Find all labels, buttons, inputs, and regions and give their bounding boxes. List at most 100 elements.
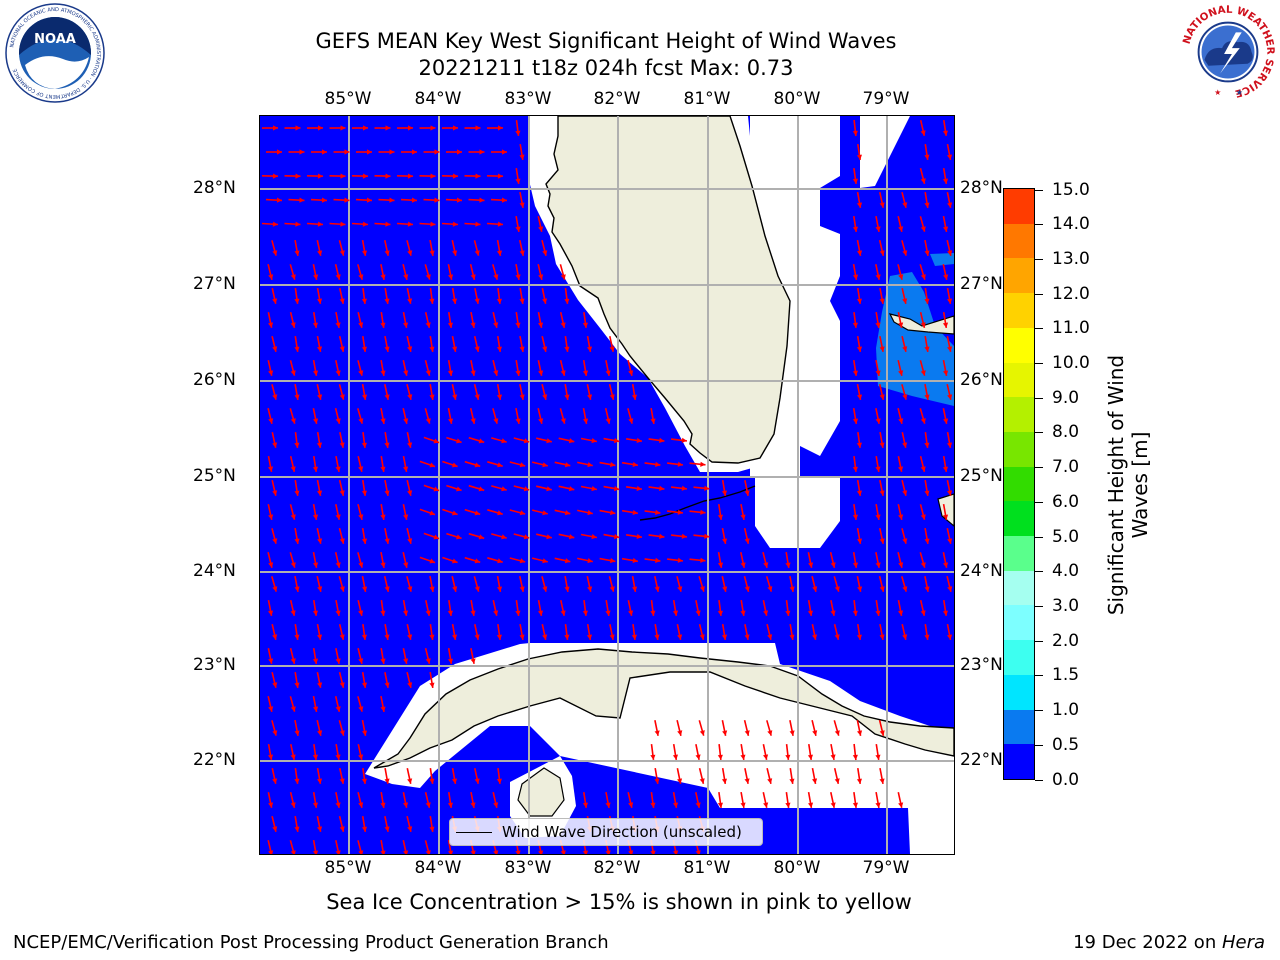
- wind-wave-arrowhead: [474, 394, 480, 400]
- wind-wave-arrowhead: [362, 250, 368, 256]
- wind-wave-arrowhead: [448, 274, 454, 280]
- wind-wave-arrowhead: [447, 322, 453, 328]
- wind-wave-arrowhead: [358, 370, 364, 376]
- wind-wave-arrowhead: [272, 490, 278, 496]
- wind-wave-arrowhead: [290, 370, 296, 376]
- wind-wave-arrowhead: [380, 274, 386, 280]
- wind-wave-arrowhead: [425, 322, 431, 328]
- wind-wave-arrowhead: [875, 562, 881, 568]
- wind-wave-arrowhead: [403, 466, 409, 472]
- wind-wave-arrowhead: [902, 490, 908, 496]
- wind-wave-arrowhead: [403, 610, 409, 616]
- wind-wave-arrowhead: [361, 538, 368, 544]
- lat-label-right: 25°N: [960, 466, 1003, 486]
- wind-wave-arrowhead: [290, 802, 296, 808]
- wind-wave-arrowhead: [294, 778, 300, 784]
- wind-wave-arrowhead: [879, 250, 885, 256]
- wind-wave-arrowhead: [276, 197, 282, 203]
- wind-wave-arrowhead: [568, 534, 575, 540]
- wind-wave-arrowhead: [363, 125, 368, 131]
- wind-wave-arrowhead: [493, 610, 499, 616]
- wind-wave-arrowhead: [447, 802, 453, 808]
- wind-wave-arrowhead: [852, 418, 859, 424]
- wind-wave-arrowhead: [335, 418, 341, 424]
- footer-credit: NCEP/EMC/Verification Post Processing Pr…: [13, 932, 609, 953]
- footer-date: 19 Dec 2022 on Hera: [1073, 932, 1265, 953]
- wind-wave-arrowhead: [875, 802, 881, 808]
- wind-wave-arrowhead: [380, 418, 386, 424]
- wind-wave-arrowhead: [496, 778, 502, 784]
- wind-wave-arrowhead: [722, 538, 728, 544]
- wind-wave-arrowhead: [452, 510, 458, 516]
- lat-label-left: 24°N: [193, 561, 236, 581]
- wind-wave-arrowhead: [605, 850, 611, 854]
- wind-wave-arrowhead: [290, 514, 296, 520]
- wind-wave-arrowhead: [317, 394, 323, 400]
- wind-wave-arrowhead: [673, 850, 679, 854]
- wind-wave-arrowhead: [313, 706, 319, 712]
- wind-wave-arrowhead: [898, 466, 904, 472]
- lon-label-top: 85°W: [324, 89, 372, 109]
- map-canvas: [260, 116, 954, 854]
- wind-wave-arrowhead: [898, 322, 904, 328]
- lon-label-bottom: 82°W: [593, 858, 641, 878]
- wind-wave-arrowhead: [582, 802, 588, 808]
- wind-wave-arrowhead: [519, 154, 525, 160]
- colorbar-segment: [1004, 500, 1034, 537]
- lat-label-left: 22°N: [193, 750, 236, 770]
- wind-wave-arrowhead: [636, 533, 642, 539]
- wind-wave-arrowhead: [515, 610, 521, 616]
- wind-wave-arrowhead: [947, 394, 953, 400]
- wind-wave-arrowhead: [384, 346, 390, 352]
- wind-wave-arrowhead: [807, 754, 813, 760]
- wind-wave-arrowhead: [380, 466, 386, 472]
- wind-wave-arrowhead: [852, 562, 859, 568]
- wind-wave-arrowhead: [425, 802, 431, 808]
- wind-wave-arrowhead: [610, 558, 616, 564]
- lon-label-top: 82°W: [593, 89, 641, 109]
- colorbar-tick-label: 6.0: [1052, 491, 1080, 512]
- colorbar-tick-mark: [1035, 675, 1043, 677]
- wind-wave-arrowhead: [717, 802, 723, 808]
- wind-wave-arrowhead: [677, 461, 683, 467]
- wind-wave-arrowhead: [335, 370, 341, 376]
- wind-wave-arrowhead: [493, 850, 499, 854]
- wind-wave-arrowhead: [695, 802, 701, 808]
- wind-wave-arrowhead: [650, 418, 656, 424]
- wind-wave-arrowhead: [453, 125, 458, 131]
- wind-wave-arrowhead: [479, 197, 485, 203]
- wind-wave-arrowhead: [425, 274, 431, 280]
- wind-wave-arrowhead: [358, 658, 364, 664]
- wind-wave-arrowhead: [272, 221, 278, 227]
- wind-wave-arrowhead: [609, 346, 615, 352]
- wind-wave-arrowhead: [902, 346, 908, 352]
- wind-wave-arrowhead: [474, 250, 480, 256]
- colorbar-tick-label: 1.5: [1052, 665, 1080, 686]
- wind-wave-arrowhead: [879, 298, 885, 304]
- wind-wave-arrowhead: [538, 274, 544, 280]
- wind-wave-arrowhead: [429, 250, 435, 256]
- wind-wave-arrowhead: [339, 490, 345, 496]
- wind-wave-arrowhead: [358, 802, 364, 808]
- wind-wave-arrowhead: [339, 730, 345, 736]
- colorbar-segment: [1004, 709, 1034, 745]
- wind-wave-arrowhead: [272, 394, 278, 400]
- wind-wave-arrowhead: [434, 197, 440, 203]
- wind-wave-arrowhead: [654, 730, 660, 736]
- wind-wave-arrowhead: [560, 370, 566, 376]
- wind-wave-arrowhead: [542, 510, 548, 516]
- wave-height-patch: [930, 253, 954, 266]
- wind-wave-arrowhead: [740, 562, 746, 568]
- wind-wave-arrowhead: [898, 226, 904, 232]
- wind-wave-arrowhead: [538, 370, 544, 376]
- wind-wave-arrowhead: [403, 850, 409, 854]
- wind-wave-arrowhead: [677, 586, 683, 592]
- wind-wave-arrowhead: [830, 562, 836, 568]
- wind-wave-arrowhead: [943, 370, 949, 376]
- wind-wave-arrowhead: [430, 173, 436, 179]
- wind-wave-arrowhead: [947, 442, 953, 448]
- colorbar-segment: [1004, 604, 1034, 641]
- wind-wave-arrowhead: [583, 418, 589, 424]
- wind-wave-arrowhead: [700, 461, 706, 467]
- svg-text:★: ★: [1236, 88, 1243, 97]
